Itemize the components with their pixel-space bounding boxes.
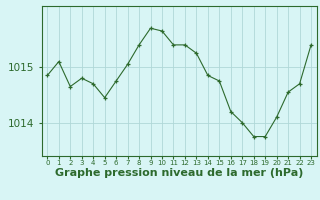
X-axis label: Graphe pression niveau de la mer (hPa): Graphe pression niveau de la mer (hPa)	[55, 168, 303, 178]
